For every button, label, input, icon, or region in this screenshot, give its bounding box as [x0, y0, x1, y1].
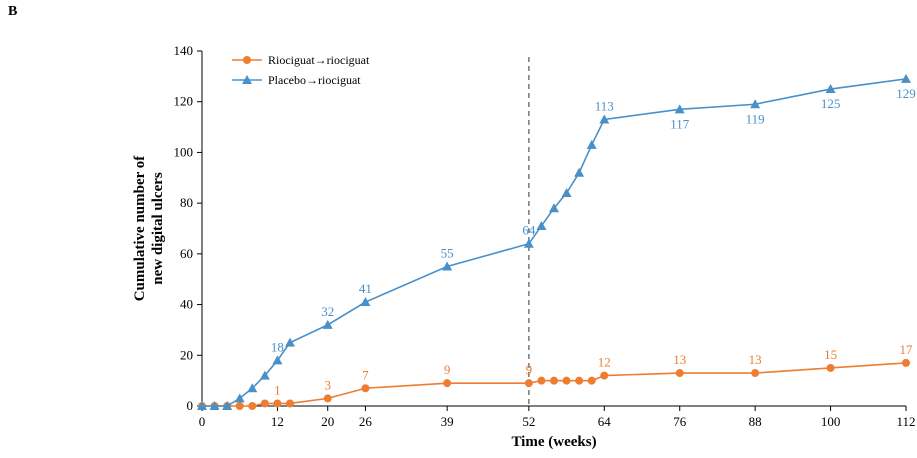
riociguat-riociguat-data-label: 9	[526, 362, 533, 377]
riociguat-riociguat-data-point	[550, 376, 558, 385]
y-tick-label: 120	[174, 94, 194, 109]
placebo-riociguat-data-point	[825, 84, 836, 94]
riociguat-riociguat-data-point	[600, 371, 609, 380]
x-axis-title: Time (weeks)	[511, 434, 596, 450]
riociguat-riociguat-data-point	[260, 399, 269, 408]
placebo-riociguat-data-point	[222, 401, 233, 410]
x-tick-label: 64	[598, 414, 612, 429]
placebo-riociguat-data-point	[234, 393, 245, 403]
x-tick-label: 0	[199, 414, 206, 429]
placebo-riociguat-data-label: 18	[271, 339, 284, 354]
riociguat-riociguat-data-point	[323, 394, 332, 403]
placebo-riociguat-data-point	[259, 370, 270, 380]
x-tick-label: 26	[359, 414, 373, 429]
y-axis-title-line: new digital ulcers	[150, 172, 166, 285]
riociguat-riociguat-data-label: 9	[444, 362, 451, 377]
placebo-riociguat-series-line	[202, 78, 907, 407]
placebo-riociguat-data-point	[561, 188, 572, 197]
riociguat-riociguat-legend-label: Riociguat→riociguat	[268, 53, 370, 67]
placebo-riociguat-data-point	[750, 99, 761, 109]
riociguat-riociguat-data-label: 13	[673, 352, 686, 367]
legend: Riociguat→riociguat Placebo→riociguat	[232, 53, 370, 87]
placebo-riociguat-data-label: 119	[746, 111, 765, 126]
x-tick-label: 39	[441, 414, 454, 429]
y-tick-label: 20	[180, 347, 193, 362]
x-tick-label: 20	[321, 414, 334, 429]
riociguat-riociguat-series-line	[202, 362, 907, 407]
x-tick-label: 100	[821, 414, 841, 429]
riociguat-riociguat-data-point	[235, 402, 244, 410]
y-tick-label: 140	[174, 43, 194, 58]
riociguat-riociguat-data-point	[286, 399, 294, 408]
placebo-riociguat-data-point	[901, 73, 911, 83]
riociguat-riociguat-data-label: 15	[824, 347, 837, 362]
placebo-riociguat-data-label: 113	[595, 98, 614, 113]
riociguat-riociguat-data-label: 17	[900, 342, 914, 357]
riociguat-riociguat-data-point	[443, 379, 452, 388]
y-tick-label: 80	[180, 195, 193, 210]
riociguat-riociguat-data-point	[575, 376, 584, 385]
placebo-riociguat-data-point	[360, 297, 371, 307]
riociguat-riociguat-data-label: 13	[749, 352, 762, 367]
x-tick-label: 12	[271, 414, 284, 429]
riociguat-riociguat-data-point	[902, 358, 910, 367]
y-axis-title-line: Cumulative number of	[132, 155, 148, 302]
placebo-riociguat-data-point	[523, 238, 534, 248]
placebo-riociguat-data-point	[209, 401, 220, 410]
placebo-riociguat-data-point	[599, 114, 610, 124]
placebo-riociguat-data-point	[272, 355, 283, 365]
placebo-riociguat-data-point	[574, 167, 585, 177]
placebo-riociguat-data-point	[322, 319, 333, 329]
riociguat-riociguat-data-label: 7	[362, 367, 369, 382]
y-axis-title: Cumulative number of new digital ulcers	[132, 155, 166, 302]
x-tick-label: 88	[749, 414, 762, 429]
placebo-riociguat-data-point	[197, 401, 207, 410]
riociguat-riociguat-data-label: 3	[324, 377, 331, 392]
riociguat-riociguat-data-label: 12	[598, 355, 611, 370]
riociguat-riociguat-data-point	[361, 384, 370, 393]
riociguat-riociguat-legend-marker	[243, 56, 251, 64]
series-group	[197, 73, 911, 410]
placebo-riociguat-data-label: 129	[896, 86, 916, 101]
axis-titles: Time (weeks) Cumulative number of new digi…	[132, 155, 597, 450]
panel-label: B	[8, 4, 18, 19]
placebo-riociguat-legend-marker	[242, 75, 252, 84]
riociguat-riociguat-data-point	[524, 379, 533, 388]
placebo-riociguat-data-label: 125	[821, 96, 841, 111]
riociguat-riociguat-data-point	[826, 363, 835, 372]
riociguat-riociguat-data-point	[248, 402, 257, 410]
placebo-riociguat-data-label: 41	[359, 281, 372, 296]
placebo-riociguat-data-label: 64	[522, 223, 536, 238]
placebo-riociguat-legend-label: Placebo→riociguat	[268, 73, 361, 87]
placebo-riociguat-data-point	[247, 383, 258, 393]
y-tick-label: 40	[180, 297, 193, 312]
riociguat-riociguat-data-point	[273, 399, 282, 408]
x-tick-label: 76	[673, 414, 687, 429]
placebo-riociguat-data-label: 32	[321, 304, 334, 319]
y-tick-label: 100	[174, 144, 194, 159]
x-tick-label: 52	[522, 414, 535, 429]
y-tick-label: 0	[187, 398, 194, 413]
riociguat-riociguat-data-point	[751, 369, 760, 378]
riociguat-riociguat-data-point	[562, 376, 571, 385]
placebo-riociguat-data-label: 55	[441, 246, 454, 261]
riociguat-riociguat-data-point	[587, 376, 596, 385]
placebo-riociguat-data-point	[285, 337, 295, 347]
placebo-riociguat-data-point	[442, 261, 453, 271]
x-tick-label: 112	[896, 414, 915, 429]
placebo-riociguat-data-label: 117	[670, 116, 690, 131]
y-tick-label: 60	[180, 246, 193, 261]
riociguat-riociguat-data-point	[675, 369, 684, 378]
riociguat-riociguat-data-label: 1	[274, 382, 281, 397]
placebo-riociguat-data-point	[674, 104, 685, 114]
riociguat-riociguat-data-point	[537, 376, 546, 385]
placebo-riociguat-data-point	[536, 220, 547, 230]
placebo-riociguat-data-point	[549, 203, 559, 213]
placebo-riociguat-data-point	[586, 139, 597, 149]
